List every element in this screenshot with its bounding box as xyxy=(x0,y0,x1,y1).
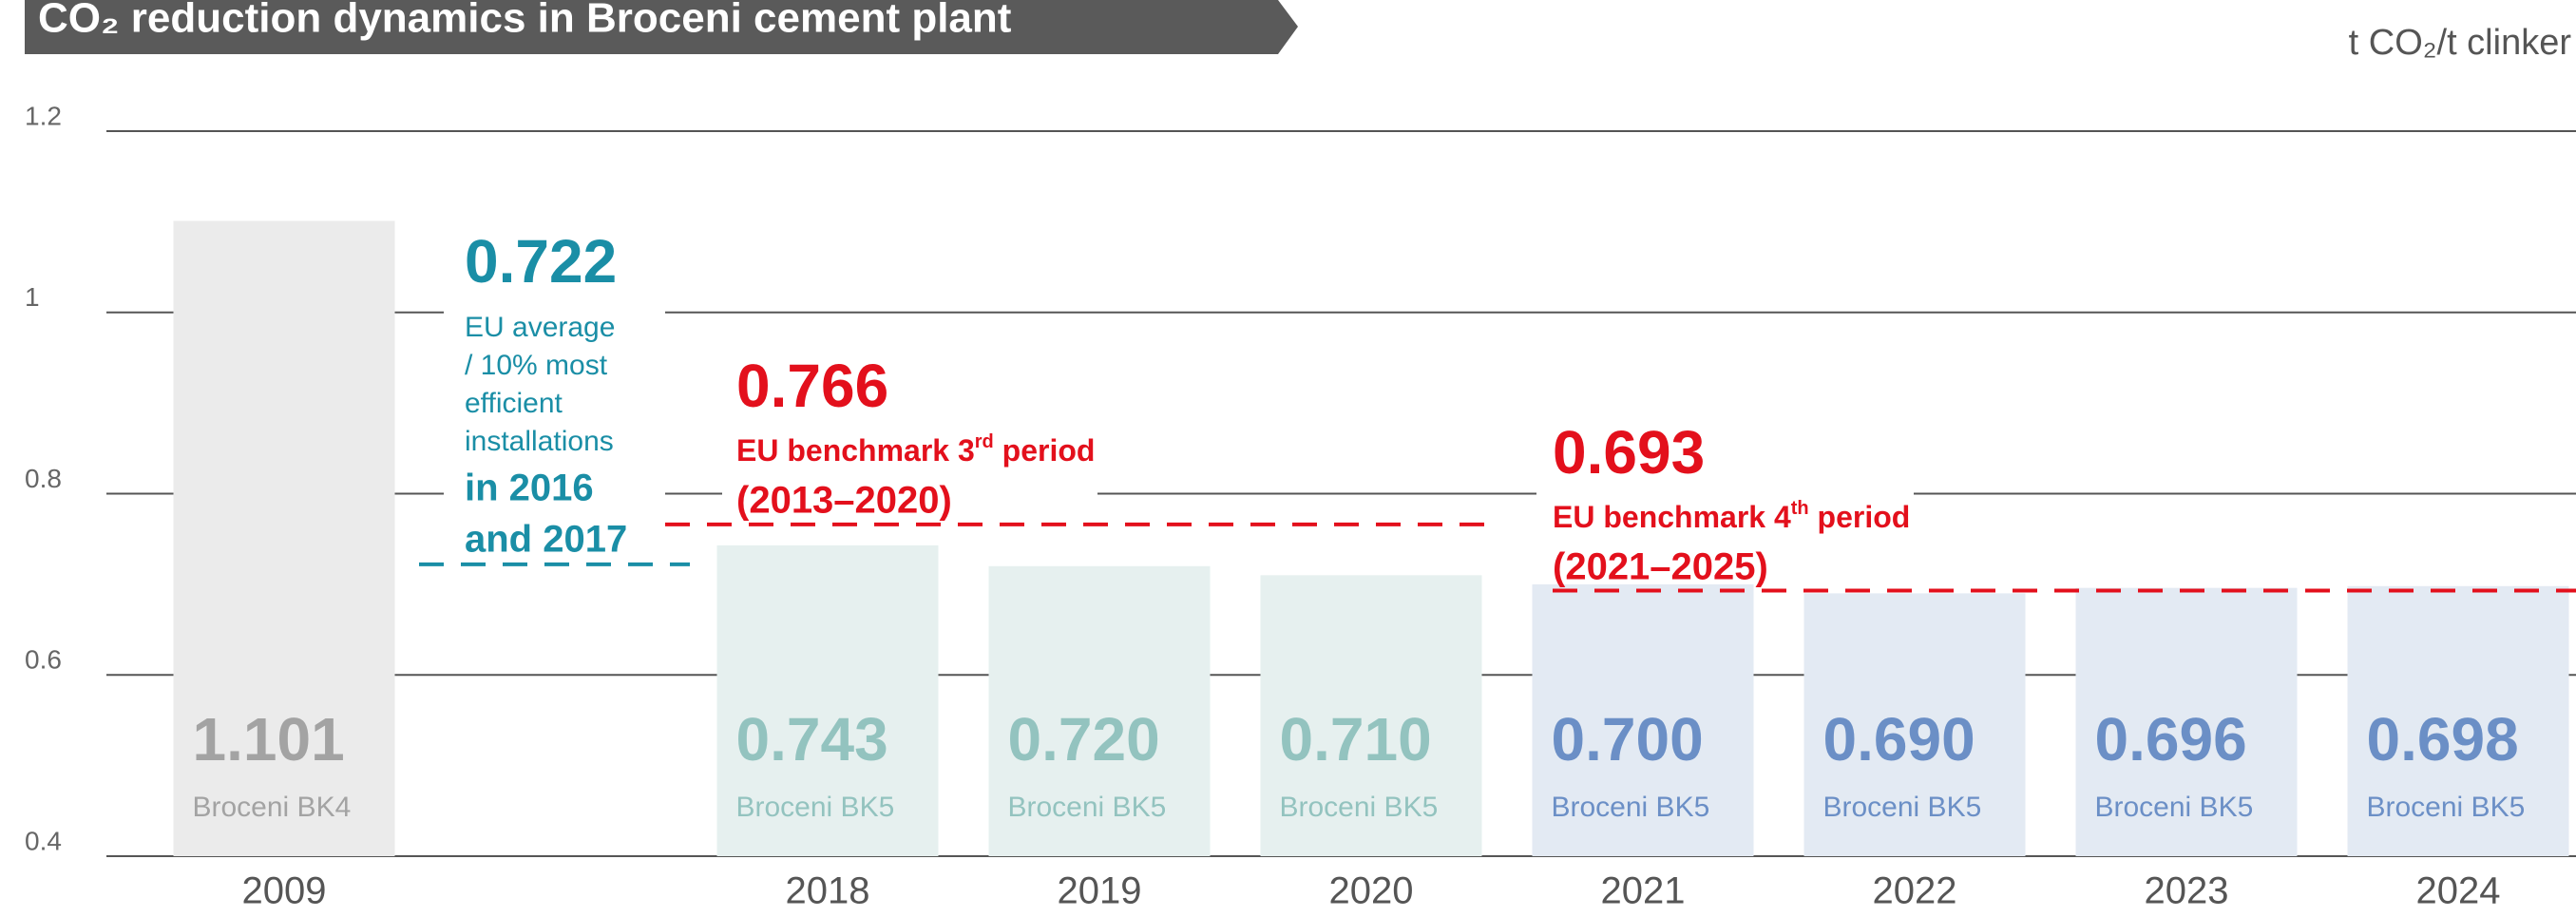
y-tick-label: 0.6 xyxy=(25,645,62,675)
reference-highlight-part: period xyxy=(994,433,1096,468)
bar xyxy=(988,565,1211,856)
reference-value: 0.693 xyxy=(1553,418,1705,487)
bar xyxy=(2347,585,2569,856)
bar xyxy=(1260,575,1482,856)
bar-sublabel: Broceni BK5 xyxy=(1823,792,1982,823)
x-tick-label: 2009 xyxy=(242,870,327,912)
bar xyxy=(1803,593,2026,856)
y-tick-label: 1 xyxy=(25,282,40,312)
value-label: 0.743 xyxy=(736,705,888,774)
bar-sublabel: Broceni BK5 xyxy=(1008,792,1167,823)
y-tick-label: 1.2 xyxy=(25,101,62,130)
annotation-backdrop xyxy=(444,230,665,559)
value-label: 0.690 xyxy=(1823,705,1975,774)
bar xyxy=(173,220,395,856)
reference-highlight: in 2016 xyxy=(465,468,594,509)
reference-text: efficient xyxy=(465,388,563,419)
y-tick-label: 0.8 xyxy=(25,464,62,493)
value-label: 0.698 xyxy=(2367,705,2519,774)
x-tick-label: 2024 xyxy=(2416,870,2501,912)
reference-highlight-part: th xyxy=(1791,498,1809,519)
reference-value: 0.766 xyxy=(736,352,888,420)
bar-sublabel: Broceni BK5 xyxy=(736,792,895,823)
reference-highlight-part: rd xyxy=(975,431,994,452)
y-tick-label: 0.4 xyxy=(25,826,62,855)
reference-highlight: and 2017 xyxy=(465,519,627,561)
annotation-backdrop xyxy=(722,353,1097,523)
bar-sublabel: Broceni BK5 xyxy=(1280,792,1439,823)
reference-highlight-part: EU benchmark 3 xyxy=(736,433,975,468)
reference-text: installations xyxy=(465,426,614,457)
bar xyxy=(716,544,939,856)
reference-highlight: (2013–2020) xyxy=(736,480,952,522)
bar-sublabel: Broceni BK5 xyxy=(2095,792,2254,823)
annotation-backdrop xyxy=(1536,419,1914,591)
bar-sublabel: Broceni BK4 xyxy=(193,792,352,823)
value-label: 1.101 xyxy=(193,705,345,774)
reference-text: EU average xyxy=(465,312,615,343)
reference-value: 0.722 xyxy=(465,227,617,296)
chart-title: CO₂ reduction dynamics in Broceni cement… xyxy=(38,0,1012,42)
title-banner xyxy=(25,0,1298,54)
value-label: 0.696 xyxy=(2095,705,2247,774)
x-tick-label: 2019 xyxy=(1058,870,1142,912)
value-label: 0.720 xyxy=(1008,705,1160,774)
reference-highlight: EU benchmark 4th period xyxy=(1553,498,1910,534)
unit-label: t CO₂/t clinker xyxy=(2349,23,2572,63)
x-tick-label: 2022 xyxy=(1873,870,1957,912)
bar-sublabel: Broceni BK5 xyxy=(1552,792,1710,823)
value-label: 0.700 xyxy=(1552,705,1704,774)
x-tick-label: 2023 xyxy=(2145,870,2229,912)
bar xyxy=(2075,587,2298,856)
x-tick-label: 2020 xyxy=(1329,870,1414,912)
reference-highlight-part: period xyxy=(1809,500,1911,534)
bar xyxy=(1532,583,1754,856)
value-label: 0.710 xyxy=(1280,705,1432,774)
reference-text: / 10% most xyxy=(465,350,608,381)
reference-highlight-part: EU benchmark 4 xyxy=(1553,500,1791,534)
bar-sublabel: Broceni BK5 xyxy=(2367,792,2526,823)
x-tick-label: 2021 xyxy=(1601,870,1686,912)
reference-highlight: EU benchmark 3rd period xyxy=(736,431,1095,468)
x-tick-label: 2018 xyxy=(786,870,870,912)
reference-highlight: (2021–2025) xyxy=(1553,546,1768,588)
